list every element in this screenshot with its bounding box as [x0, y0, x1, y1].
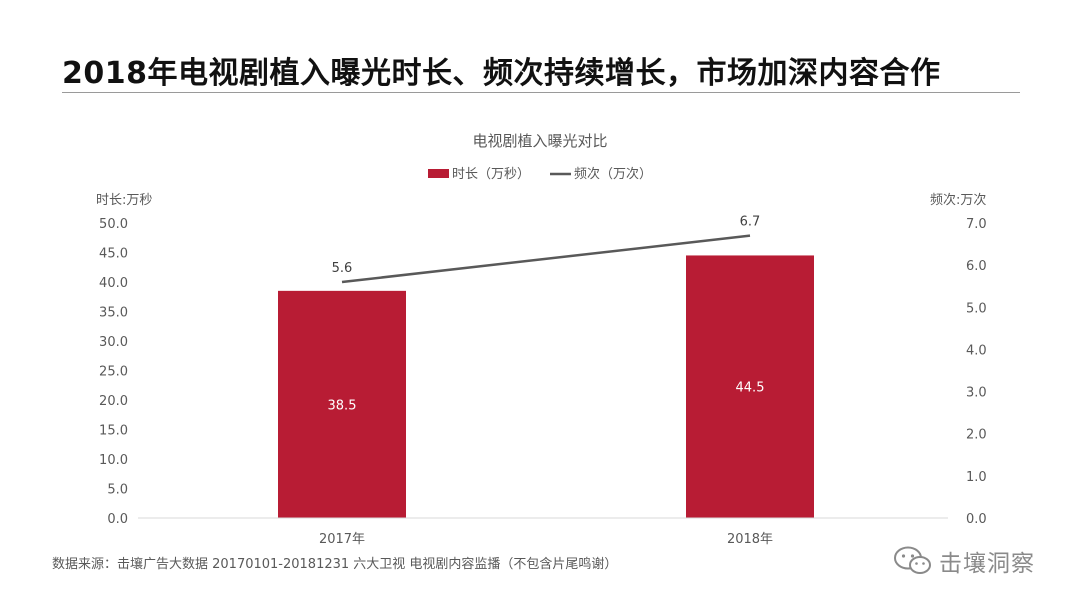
- legend-swatch-duration: [428, 169, 449, 178]
- right-tick-label: 1.0: [966, 470, 987, 485]
- left-tick-label: 5.0: [107, 483, 128, 498]
- bar-duration-2: [686, 255, 814, 518]
- bar-series: 38.5 44.5: [278, 255, 814, 518]
- right-tick-label: 6.0: [966, 259, 987, 274]
- left-tick-label: 45.0: [99, 247, 128, 262]
- wechat-icon: [894, 546, 931, 574]
- chart-title: 电视剧植入曝光对比: [472, 132, 607, 150]
- frequency-line: [341, 234, 751, 284]
- x-tick-label: 2017年: [319, 532, 365, 547]
- left-tick-label: 10.0: [99, 453, 128, 468]
- left-axis-ticks: 0.0 5.0 10.0 15.0 20.0 25.0 30.0 35.0 40.0 45.0 50…: [99, 217, 128, 527]
- right-tick-label: 5.0: [966, 301, 987, 316]
- x-axis-labels: 2017年 2018年: [319, 532, 773, 547]
- right-axis-label: 频次:万次: [930, 192, 986, 208]
- legend-label-frequency: 频次（万次）: [574, 166, 652, 182]
- right-tick-label: 0.0: [966, 512, 987, 527]
- legend-label-duration: 时长（万秒）: [452, 167, 530, 182]
- bar-duration-1: [278, 290, 406, 518]
- right-tick-label: 4.0: [966, 343, 987, 358]
- left-axis-label: 时长:万秒: [96, 193, 152, 208]
- slide-title: 2018年电视剧植入曝光时长、频次持续增长，市场加深内容合作: [62, 56, 941, 91]
- bar-data-label: 44.5: [736, 381, 765, 396]
- right-tick-label: 2.0: [966, 428, 987, 443]
- left-tick-label: 50.0: [99, 217, 128, 232]
- watermark-text: 击壤洞察: [939, 551, 1035, 577]
- right-tick-label: 3.0: [966, 386, 987, 401]
- title-divider: [62, 92, 1020, 93]
- data-source-note: 数据来源：击壤广告大数据 20170101-20181231 六大卫视 电视剧内…: [52, 557, 618, 572]
- legend: 时长（万秒） 频次（万次）: [428, 166, 652, 182]
- line-data-label: 6.7: [740, 215, 761, 230]
- left-tick-label: 0.0: [107, 512, 128, 527]
- left-tick-label: 15.0: [99, 424, 128, 439]
- line-data-label: 5.6: [332, 261, 353, 276]
- right-axis-ticks: 0.0 1.0 2.0 3.0 4.0 5.0 6.0 7.0: [966, 217, 987, 527]
- left-tick-label: 30.0: [99, 335, 128, 350]
- left-tick-label: 20.0: [99, 394, 128, 409]
- left-tick-label: 25.0: [99, 365, 128, 380]
- watermark: 击壤洞察: [893, 544, 1035, 578]
- line-series: 5.6 6.7: [332, 215, 761, 284]
- left-tick-label: 35.0: [99, 306, 128, 321]
- bar-data-label: 38.5: [328, 398, 357, 413]
- right-tick-label: 7.0: [966, 217, 987, 232]
- left-tick-label: 40.0: [99, 276, 128, 291]
- x-tick-label: 2018年: [727, 532, 773, 547]
